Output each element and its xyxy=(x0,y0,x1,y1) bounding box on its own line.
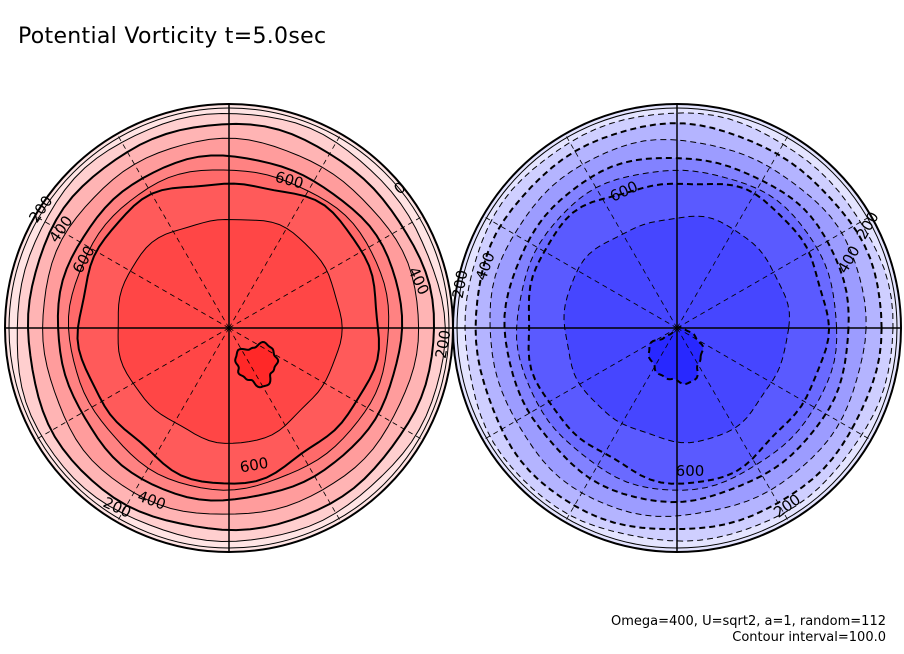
contour-level-800 xyxy=(647,326,705,386)
grid-meridian xyxy=(228,215,424,329)
contour-label: 200 xyxy=(432,328,455,359)
grid-meridian xyxy=(676,327,872,441)
contour-label: 600 xyxy=(676,462,705,480)
contour-interval-annotation: Contour interval=100.0 xyxy=(732,630,886,645)
grid-meridian xyxy=(564,133,678,329)
panel-inner-boundary xyxy=(456,107,898,549)
contour-label: 600 xyxy=(238,454,269,477)
contour-label: 200 xyxy=(449,268,472,299)
parameters-annotation: Omega=400, U=sqrt2, a=1, random=112 xyxy=(610,614,886,629)
grid-meridian xyxy=(228,327,424,441)
panel-boundary xyxy=(452,103,902,553)
grid-meridian xyxy=(228,133,342,329)
grid-meridian xyxy=(116,133,230,329)
contour-level-800 xyxy=(234,340,280,389)
panel-inner-boundary xyxy=(8,107,450,549)
grid-meridian xyxy=(676,215,872,329)
grid-meridian xyxy=(34,215,230,329)
grid-meridian xyxy=(676,327,790,523)
chart-title: Potential Vorticity t=5.0sec xyxy=(18,24,327,49)
grid-meridian xyxy=(228,327,342,523)
grid-meridian xyxy=(34,327,230,441)
grid-meridian xyxy=(482,215,678,329)
grid-meridian xyxy=(116,327,230,523)
grid-meridian xyxy=(564,327,678,523)
grid-meridian xyxy=(676,133,790,329)
grid-meridian xyxy=(482,327,678,441)
